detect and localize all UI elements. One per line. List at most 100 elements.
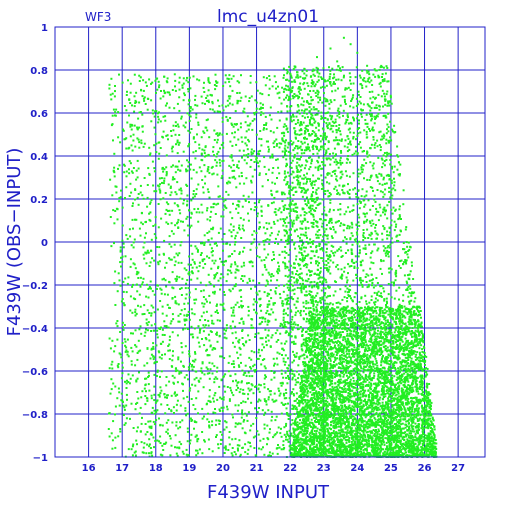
scatter-point xyxy=(201,252,203,254)
scatter-point xyxy=(179,142,181,144)
scatter-point xyxy=(211,167,213,169)
scatter-point xyxy=(212,412,214,414)
scatter-point xyxy=(379,204,381,206)
scatter-point xyxy=(310,246,312,248)
scatter-point xyxy=(140,431,142,433)
scatter-point xyxy=(169,336,171,338)
scatter-point xyxy=(193,193,195,195)
scatter-point xyxy=(174,393,176,395)
scatter-point xyxy=(191,384,193,386)
scatter-point xyxy=(174,296,176,298)
scatter-point xyxy=(355,241,357,243)
scatter-point xyxy=(281,448,283,450)
scatter-point xyxy=(188,311,190,313)
scatter-point xyxy=(315,127,317,129)
scatter-point xyxy=(211,320,213,322)
scatter-point xyxy=(187,145,189,147)
scatter-point xyxy=(263,227,265,229)
scatter-point xyxy=(371,284,373,286)
scatter-point xyxy=(228,437,230,439)
scatter-point xyxy=(179,89,181,91)
scatter-point xyxy=(325,98,327,100)
scatter-point xyxy=(293,293,295,295)
scatter-point xyxy=(336,115,338,117)
scatter-point xyxy=(216,165,218,167)
scatter-point xyxy=(211,363,213,365)
scatter-point xyxy=(221,407,223,409)
scatter-point xyxy=(141,441,143,443)
scatter-point xyxy=(316,189,318,191)
scatter-point xyxy=(390,224,392,226)
scatter-point xyxy=(233,315,235,317)
scatter-point xyxy=(242,206,244,208)
scatter-point xyxy=(111,432,113,434)
scatter-point xyxy=(148,452,150,454)
scatter-point xyxy=(272,311,274,313)
scatter-point xyxy=(244,275,246,277)
scatter-point xyxy=(136,391,138,393)
scatter-point xyxy=(284,218,286,220)
scatter-point xyxy=(109,338,111,340)
scatter-point xyxy=(240,217,242,219)
scatter-point xyxy=(137,272,139,274)
scatter-point xyxy=(147,184,149,186)
scatter-point xyxy=(312,153,314,155)
scatter-point xyxy=(256,206,258,208)
scatter-point xyxy=(189,132,191,134)
scatter-point xyxy=(137,176,139,178)
scatter-point xyxy=(296,111,298,113)
scatter-point xyxy=(302,143,304,145)
scatter-point xyxy=(292,208,294,210)
scatter-point xyxy=(251,234,253,236)
scatter-point xyxy=(222,117,224,119)
scatter-point xyxy=(259,391,261,393)
scatter-point xyxy=(241,330,243,332)
scatter-point xyxy=(334,148,336,150)
scatter-point xyxy=(264,232,266,234)
scatter-point xyxy=(344,145,346,147)
scatter-point xyxy=(284,173,286,175)
scatter-point xyxy=(182,352,184,354)
scatter-point xyxy=(193,299,195,301)
scatter-point xyxy=(263,244,265,246)
scatter-point xyxy=(146,400,148,402)
scatter-point xyxy=(294,248,296,250)
scatter-point xyxy=(247,393,249,395)
scatter-point xyxy=(149,265,151,267)
scatter-point xyxy=(393,207,395,209)
scatter-point xyxy=(284,265,286,267)
scatter-point xyxy=(250,159,252,161)
scatter-point xyxy=(248,278,250,280)
scatter-point xyxy=(222,121,224,123)
scatter-point xyxy=(349,238,351,240)
scatter-point xyxy=(357,203,359,205)
scatter-point xyxy=(329,209,331,211)
scatter-point xyxy=(292,224,294,226)
scatter-point xyxy=(227,449,229,451)
scatter-point xyxy=(142,223,144,225)
scatter-point xyxy=(149,219,151,221)
scatter-point xyxy=(296,215,298,217)
scatter-point xyxy=(139,112,141,114)
scatter-point xyxy=(215,242,217,244)
scatter-point xyxy=(301,149,303,151)
scatter-point xyxy=(139,412,141,414)
scatter-point xyxy=(127,283,129,285)
scatter-point xyxy=(155,237,157,239)
scatter-point xyxy=(121,261,123,263)
scatter-point xyxy=(149,154,151,156)
scatter-point xyxy=(205,127,207,129)
scatter-point xyxy=(158,186,160,188)
scatter-point xyxy=(124,338,126,340)
scatter-point xyxy=(214,348,216,350)
scatter-point xyxy=(276,145,278,147)
scatter-point xyxy=(339,67,341,69)
scatter-point xyxy=(234,263,236,265)
scatter-point xyxy=(137,378,139,380)
scatter-point xyxy=(323,287,325,289)
scatter-point xyxy=(266,228,268,230)
scatter-point xyxy=(191,128,193,130)
scatter-point xyxy=(219,147,221,149)
scatter-point xyxy=(349,189,351,191)
scatter-point xyxy=(191,312,193,314)
